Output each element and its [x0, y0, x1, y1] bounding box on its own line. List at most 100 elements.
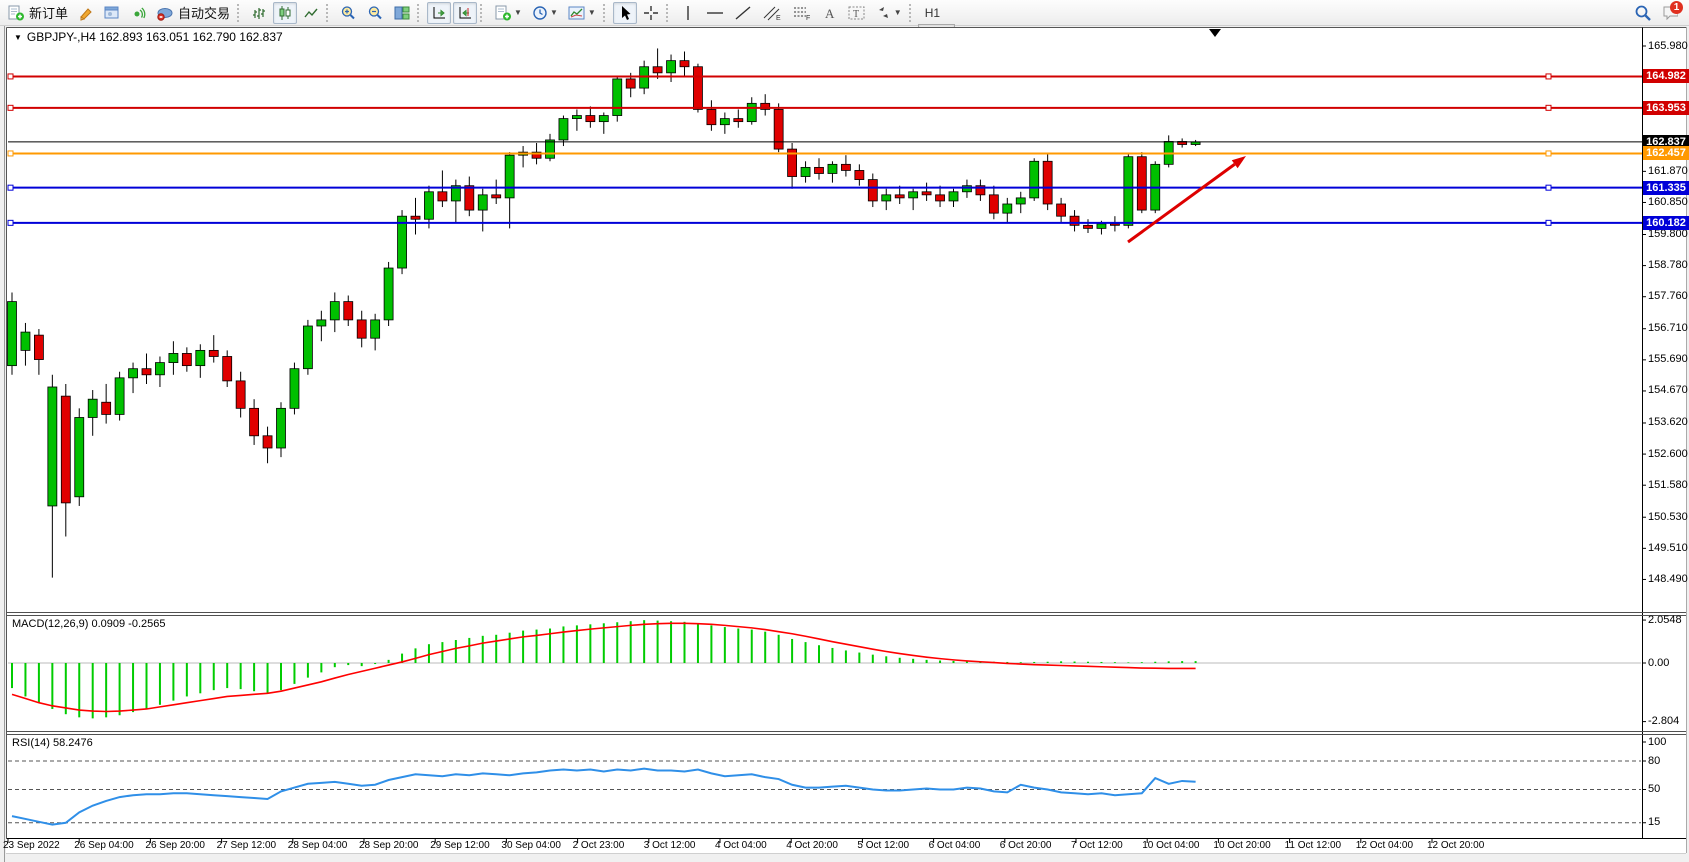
cursor-button[interactable]: [612, 1, 637, 24]
price-tick-label: 161.870: [1648, 164, 1688, 177]
navigator-button[interactable]: [100, 2, 124, 24]
price-tick-label: 150.530: [1648, 510, 1688, 523]
chart-shift-marker[interactable]: [1209, 29, 1221, 37]
candle-body: [141, 368, 152, 376]
signals-button[interactable]: [126, 2, 150, 24]
crosshair-button[interactable]: [639, 2, 663, 24]
candle-body: [1083, 224, 1093, 229]
candle-body: [841, 163, 851, 171]
candle-body: [814, 166, 824, 174]
dropdown-caret-icon: ▼: [893, 8, 902, 17]
arrow-annotation-head[interactable]: [1231, 156, 1246, 169]
macd-axis-label: 0.00: [1648, 656, 1670, 669]
candle-body: [1069, 215, 1080, 226]
candle-body: [437, 191, 448, 202]
candle-body: [531, 151, 542, 159]
bar-chart-button[interactable]: [247, 2, 271, 24]
candle-body: [1123, 156, 1134, 226]
notification-badge: 1: [1670, 0, 1683, 14]
candle-body: [208, 349, 219, 357]
candle-body: [450, 185, 461, 202]
candle-body: [1002, 203, 1013, 214]
line-handle[interactable]: [1545, 150, 1552, 157]
toolbar-grip: [480, 3, 487, 22]
new-chart-icon: [495, 5, 512, 20]
horizontal-line-button[interactable]: [702, 2, 728, 24]
time-label: 5 Oct 12:00: [857, 840, 910, 851]
candle-body: [1029, 160, 1040, 199]
periods-button[interactable]: ▼: [528, 2, 562, 24]
price-badge: 164.982: [1643, 69, 1689, 84]
candle-body: [773, 109, 784, 150]
candle-body: [1042, 160, 1053, 205]
text-button[interactable]: A: [818, 2, 842, 24]
line-handle[interactable]: [7, 184, 14, 191]
line-handle[interactable]: [1545, 73, 1552, 80]
new-order-button[interactable]: 新订单: [3, 2, 72, 24]
candle-body: [383, 267, 394, 321]
line-handle[interactable]: [1545, 219, 1552, 226]
candle-body: [1136, 156, 1147, 211]
line-chart-button[interactable]: [299, 2, 323, 24]
toolbar-grip: [417, 3, 424, 22]
candle-body: [114, 377, 125, 415]
text-label-icon: T: [848, 6, 865, 20]
candlestick-chart-button[interactable]: [273, 1, 298, 24]
candle-body: [370, 319, 381, 339]
candle-body: [276, 407, 286, 449]
text-label-button[interactable]: T: [844, 2, 870, 24]
timeframe-button-h1[interactable]: H1: [924, 5, 941, 20]
zoom-out-icon: [368, 5, 382, 19]
time-label: 12 Oct 04:00: [1355, 840, 1414, 851]
line-handle[interactable]: [7, 219, 14, 226]
rsi-axis-label: 80: [1648, 754, 1661, 767]
new-chart-button[interactable]: ▼: [490, 2, 526, 24]
equidistant-channel-button[interactable]: E: [758, 2, 786, 24]
line-handle[interactable]: [7, 104, 14, 111]
zoom-out-button[interactable]: [363, 2, 388, 24]
trendline-button[interactable]: [730, 2, 756, 24]
line-handle[interactable]: [7, 150, 14, 157]
notifications-button[interactable]: 1: [1658, 0, 1683, 23]
rsi-axis-label: 100: [1648, 735, 1667, 748]
svg-text:F: F: [806, 15, 810, 21]
arrow-annotation[interactable]: [1127, 163, 1236, 244]
candle-body: [625, 78, 636, 89]
search-button[interactable]: [1630, 2, 1656, 24]
candle-body: [302, 325, 313, 370]
autotrading-label: 自动交易: [178, 6, 231, 21]
time-label: 29 Sep 12:00: [430, 840, 490, 851]
vertical-line-button[interactable]: [676, 2, 700, 24]
one-click-trading-arrow-icon[interactable]: ▼: [14, 33, 22, 42]
chart-shift-button[interactable]: [453, 1, 478, 24]
bar-chart-icon: [253, 7, 266, 19]
templates-button[interactable]: ▼: [564, 2, 600, 24]
autotrading-button[interactable]: 自动交易: [152, 2, 234, 24]
arrows-button[interactable]: ▼: [872, 2, 906, 24]
candle-body: [572, 115, 582, 119]
candle-body: [598, 115, 609, 123]
new-order-icon: [8, 5, 24, 20]
line-handle[interactable]: [1545, 184, 1552, 191]
candle-body: [477, 194, 488, 211]
candle-body: [760, 102, 771, 110]
equidistant-channel-icon: E: [763, 6, 781, 21]
price-tick-label: 159.800: [1648, 227, 1688, 240]
time-label: 26 Sep 04:00: [74, 840, 134, 851]
zoom-in-button[interactable]: [336, 2, 361, 24]
auto-scroll-button[interactable]: [427, 1, 452, 24]
chart-shift-icon: [459, 6, 472, 18]
candle-body: [7, 301, 17, 367]
cursor-icon: [621, 5, 631, 20]
candle-body: [948, 191, 959, 202]
line-handle[interactable]: [1545, 104, 1552, 111]
highlighter-button[interactable]: [74, 2, 98, 24]
crosshair-icon: [643, 5, 658, 20]
candle-body: [356, 319, 367, 339]
tile-windows-button[interactable]: [390, 2, 414, 24]
line-handle[interactable]: [7, 73, 14, 80]
time-label: 10 Oct 20:00: [1213, 840, 1271, 851]
fibonacci-button[interactable]: F: [788, 2, 816, 24]
candle-body: [504, 154, 515, 199]
macd-axis-label: -2.804: [1648, 715, 1680, 728]
